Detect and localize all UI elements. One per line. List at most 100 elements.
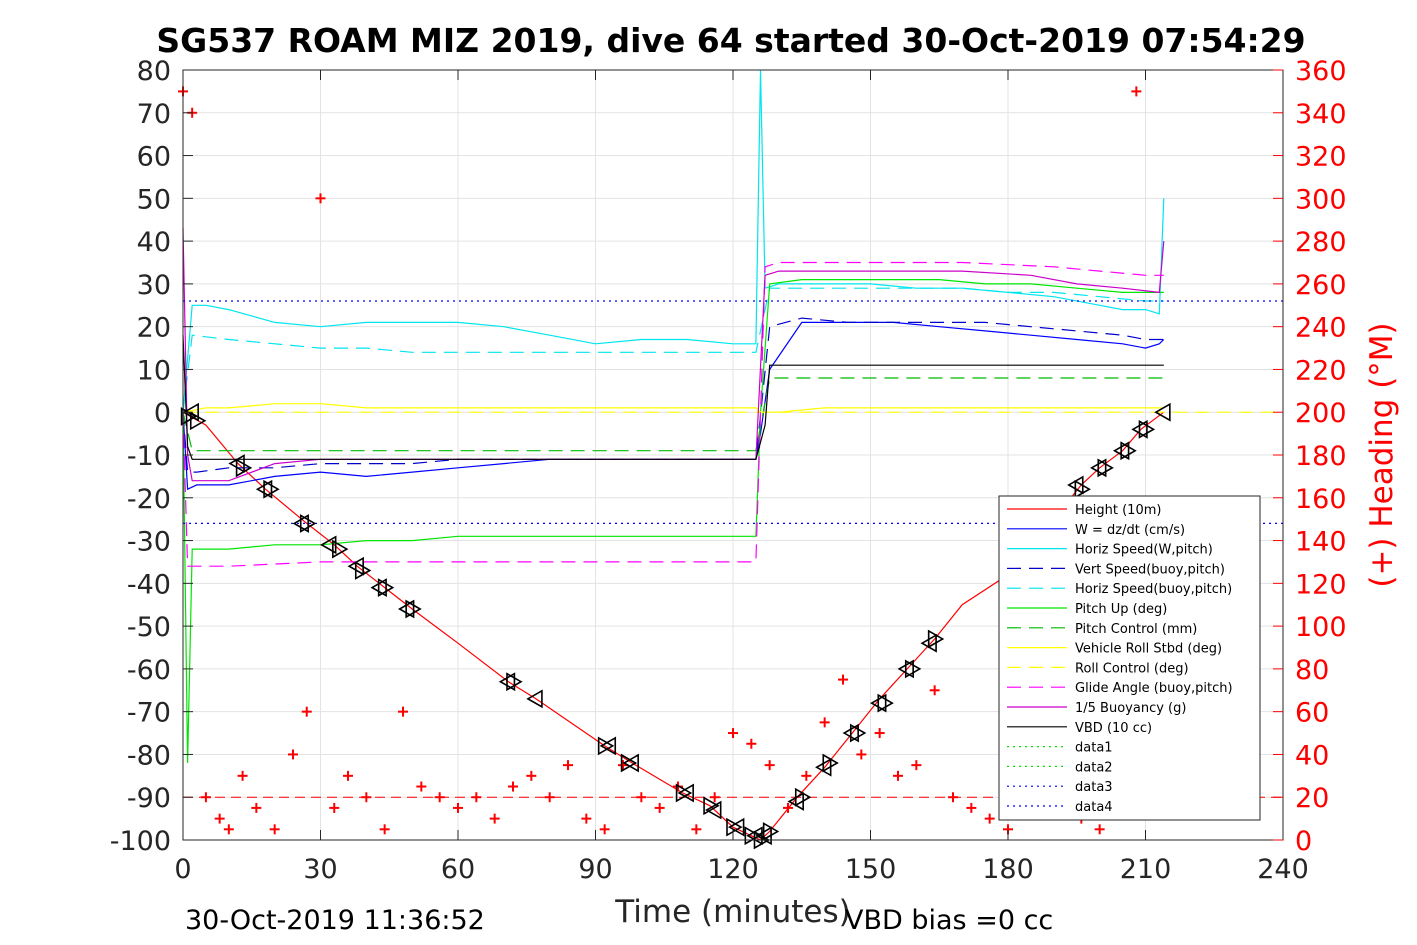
heading-marker [856,749,867,760]
chart-title: SG537 ROAM MIZ 2019, dive 64 started 30-… [156,21,1305,60]
y-right-tick-label: 80 [1295,655,1329,686]
heading-marker [838,674,848,685]
dive-marker [675,783,693,803]
legend-entry: Vehicle Roll Stbd (deg) [1007,642,1222,657]
heading-marker [948,792,958,803]
dive-marker [235,458,253,478]
dive-marker [1120,441,1137,461]
heading-marker [416,781,427,792]
legend-label: Roll Control (deg) [1075,661,1189,676]
series-line-vert-speed-buoy-pitch [182,317,1164,473]
dive-marker [794,787,812,807]
legend-entry: data2 [1007,760,1113,775]
heading-marker [636,792,647,803]
legend-label: data4 [1075,800,1113,815]
series-line-vbd-10-cc [182,335,1164,460]
dive-marker [620,753,638,773]
heading-marker [526,770,537,781]
legend-entry: 1/5 Buoyancy (g) [1007,701,1186,716]
legend-label: VBD (10 cc) [1075,721,1152,736]
legend-label: Horiz Speed(W,pitch) [1075,543,1213,558]
legend-label: Horiz Speed(buoy,pitch) [1075,582,1232,597]
legend-label: Height (10m) [1075,503,1161,518]
heading-marker [581,813,592,824]
legend-label: Vehicle Roll Stbd (deg) [1075,642,1222,657]
y-right-tick-label: 60 [1295,698,1329,729]
footer-vbd-bias: VBD bias =0 cc [845,905,1053,936]
x-tick-label: 240 [1257,854,1309,885]
footer-timestamp: 30-Oct-2019 11:36:52 [185,905,485,936]
heading-marker [984,813,995,824]
y-tick-label: 60 [137,142,171,173]
heading-marker [398,706,408,717]
heading-marker [728,728,738,739]
x-tick-label: 180 [982,854,1034,885]
legend-entry: Pitch Up (deg) [1007,602,1167,617]
dive-marker [299,514,317,533]
y-tick-label: -90 [127,783,171,814]
x-axis-label: Time (minutes) [614,894,850,930]
y-right-axis-label: (+) Heading (°M) [1364,322,1400,587]
heading-marker [361,792,372,803]
legend-entry: Horiz Speed(W,pitch) [1007,543,1213,558]
x-tick-label: 210 [1120,854,1172,885]
x-tick-label: 90 [578,854,612,885]
series-line-horiz-speed-w-pitch [182,69,1165,413]
heading-marker [929,685,940,696]
dive-marker [1074,479,1091,499]
y-right-tick-label: 240 [1295,313,1347,344]
series-line-glide-angle-buoy-pitch [182,261,1164,567]
dive-marker [599,736,617,756]
heading-marker [801,770,812,781]
legend-label: data3 [1075,780,1113,795]
y-right-tick-label: 320 [1295,142,1347,173]
dive-marker [822,753,839,773]
legend-entry: Pitch Control (mm) [1007,622,1197,637]
y-right-tick-label: 180 [1295,441,1347,472]
y-tick-label: 30 [137,270,171,301]
legend-label: W = dz/dt (cm/s) [1075,523,1185,538]
dive-marker [727,817,745,837]
y-right-tick-label: 300 [1295,184,1347,215]
heading-marker [269,824,280,835]
heading-marker [746,738,757,749]
legend-entry: Glide Angle (buoy,pitch) [1007,681,1233,696]
y-tick-label: -10 [127,441,171,472]
x-tick-label: 120 [707,854,759,885]
legend-label: data1 [1075,741,1113,756]
dive-marker [405,599,422,619]
heading-marker [251,802,262,813]
heading-marker [691,824,702,835]
series-line-horiz-speed-buoy-pitch [182,287,1164,413]
heading-marker [288,749,298,760]
legend-entry: data1 [1007,741,1113,756]
heading-marker [214,813,225,824]
y-tick-label: -30 [127,527,171,558]
heading-marker [508,781,518,792]
heading-marker [343,770,353,781]
dive-marker [705,800,722,820]
legend-entry: Vert Speed(buoy,pitch) [1007,562,1225,577]
heading-marker [654,802,665,813]
y-right-tick-label: 360 [1295,56,1347,87]
heading-marker [237,770,248,781]
y-right-tick-label: 160 [1295,484,1347,515]
legend-box [998,495,1261,821]
heading-marker [764,760,775,771]
y-right-tick-label: 140 [1295,527,1347,558]
heading-marker [453,802,463,813]
x-tick-label: 0 [174,854,191,885]
legend-label: Vert Speed(buoy,pitch) [1075,562,1225,577]
dive-marker [1097,458,1114,478]
heading-marker [301,706,312,717]
heading-marker [1131,86,1142,97]
y-tick-label: 50 [137,184,171,215]
dive-marker [506,672,523,692]
y-right-tick-label: 260 [1295,270,1347,301]
legend-label: Pitch Up (deg) [1075,602,1167,617]
heading-marker [315,193,326,204]
y-right-tick-label: 0 [1295,826,1312,857]
legend-entry: Roll Control (deg) [1007,661,1189,676]
legend-entry: Height (10m) [1007,503,1161,518]
y-tick-label: 40 [137,227,171,258]
